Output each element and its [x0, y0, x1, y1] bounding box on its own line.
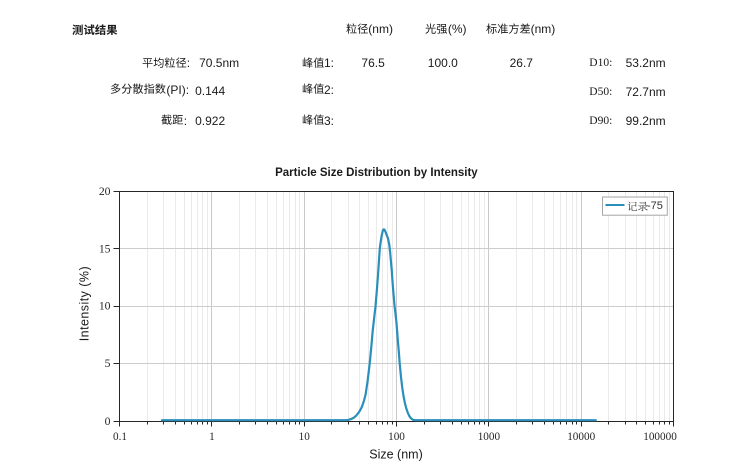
svg-text:10000: 10000 [567, 431, 595, 443]
svg-text:100000: 100000 [643, 431, 677, 443]
svg-text:Particle Size Distribution by: Particle Size Distribution by Intensity [275, 167, 478, 179]
svg-text:1: 1 [209, 431, 215, 443]
svg-text:10: 10 [299, 431, 311, 443]
svg-text:10: 10 [99, 300, 111, 313]
svg-text:100: 100 [388, 431, 405, 443]
svg-text:Size (nm): Size (nm) [369, 447, 422, 461]
svg-text:20: 20 [99, 185, 111, 198]
svg-text:5: 5 [105, 357, 111, 370]
svg-text:1000: 1000 [478, 431, 501, 443]
svg-text:0: 0 [105, 415, 111, 428]
svg-text:0.1: 0.1 [113, 431, 127, 443]
svg-text:15: 15 [99, 242, 111, 255]
svg-text:Intensity (%): Intensity (%) [77, 266, 91, 341]
